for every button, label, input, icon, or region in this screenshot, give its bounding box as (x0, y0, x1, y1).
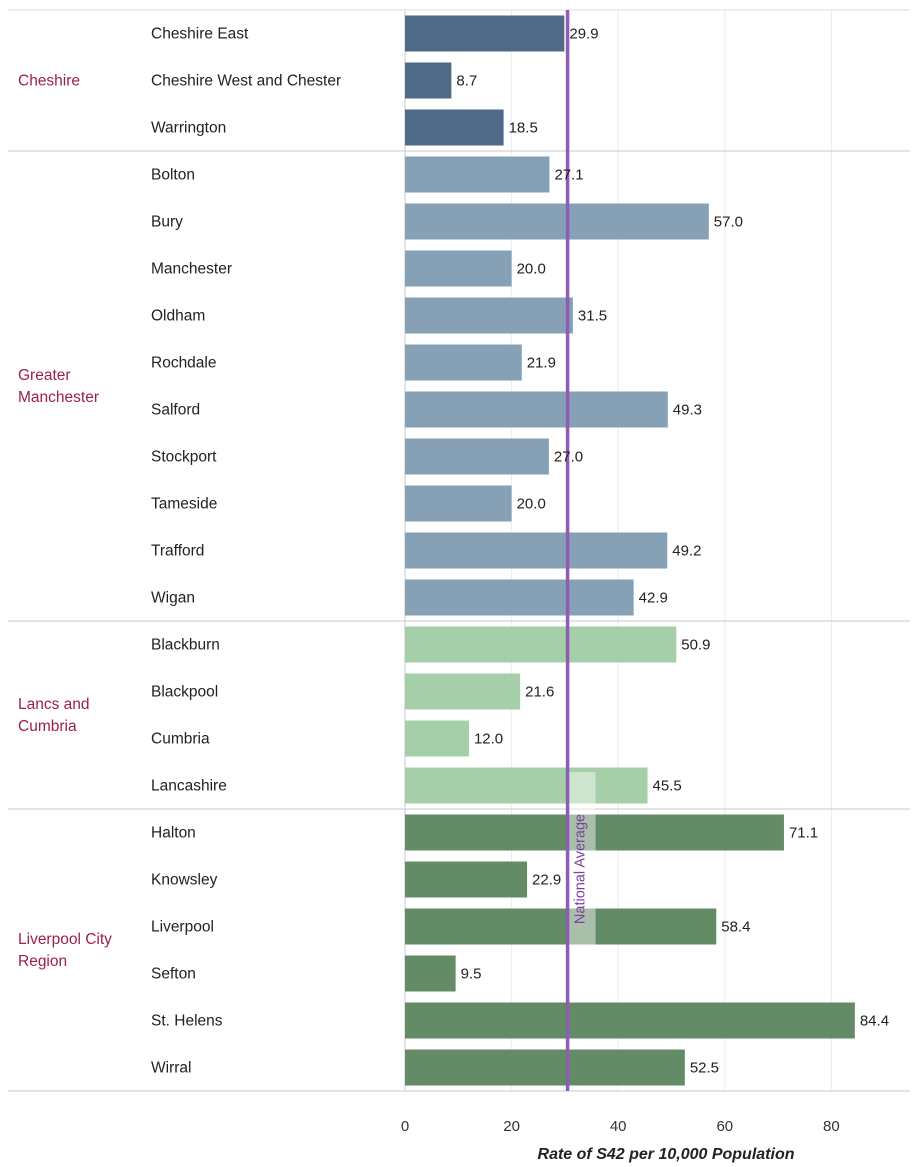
category-label-wirral: Wirral (151, 1060, 191, 1077)
value-label-cheshire-east: 29.9 (569, 26, 598, 43)
labels: Cheshire East 29.9 Cheshire West and Chest… (18, 26, 889, 1077)
category-label-knowsley: Knowsley (151, 872, 218, 889)
bar-halton (405, 814, 784, 851)
bar-cumbria (405, 720, 469, 757)
reference-line-group: National Average (565, 10, 596, 1091)
category-label-manchester: Manchester (151, 261, 232, 278)
category-label-tameside: Tameside (151, 496, 217, 513)
bar-tameside (405, 485, 512, 522)
category-label-liverpool: Liverpool (151, 919, 214, 936)
bar-blackpool (405, 673, 521, 710)
bar-stockport (405, 438, 549, 475)
reference-label-background (566, 772, 596, 966)
x-tick-label: 20 (503, 1118, 520, 1135)
value-label-bolton: 27.1 (554, 167, 583, 184)
value-label-manchester: 20.0 (517, 261, 546, 278)
value-label-cheshire-west-and-chester: 8.7 (456, 73, 477, 90)
x-axis: Rate of S42 per 10,000 Population 0 20 40 6… (401, 1118, 840, 1163)
x-tick-label: 40 (610, 1118, 627, 1135)
bar-cheshire-east (405, 15, 565, 52)
value-label-cumbria: 12.0 (474, 731, 503, 748)
region-label-cheshire: Cheshire (18, 73, 80, 90)
region-label-liverpool-city-region: Liverpool City Region (18, 931, 112, 970)
bar-rochdale (405, 344, 522, 381)
category-label-st-helens: St. Helens (151, 1013, 223, 1030)
bar-bury (405, 203, 709, 240)
bar-liverpool (405, 908, 717, 945)
group-separators (8, 9, 910, 1092)
category-label-cheshire-west-and-chester: Cheshire West and Chester (151, 73, 341, 90)
bar-cheshire-west-and-chester (405, 62, 452, 99)
category-label-stockport: Stockport (151, 449, 217, 466)
bar-sefton (405, 955, 456, 992)
category-label-lancashire: Lancashire (151, 778, 227, 795)
value-label-salford: 49.3 (673, 402, 702, 419)
category-label-cumbria: Cumbria (151, 731, 210, 748)
value-label-knowsley: 22.9 (532, 872, 561, 889)
x-tick-label: 0 (401, 1118, 409, 1135)
x-tick-label: 80 (823, 1118, 840, 1135)
bar-st-helens (405, 1002, 855, 1039)
bar-oldham (405, 297, 573, 334)
bar-warrington (405, 109, 504, 146)
value-label-sefton: 9.5 (461, 966, 482, 983)
category-label-warrington: Warrington (151, 120, 226, 137)
category-label-oldham: Oldham (151, 308, 205, 325)
category-label-sefton: Sefton (151, 966, 196, 983)
bar-blackburn (405, 626, 677, 663)
value-label-blackpool: 21.6 (525, 684, 554, 701)
category-label-trafford: Trafford (151, 543, 204, 560)
value-label-halton: 71.1 (789, 825, 818, 842)
bar-salford (405, 391, 668, 428)
x-tick-label: 60 (716, 1118, 733, 1135)
value-label-trafford: 49.2 (672, 543, 701, 560)
category-label-bolton: Bolton (151, 167, 195, 184)
category-label-blackpool: Blackpool (151, 684, 218, 701)
value-label-lancashire: 45.5 (653, 778, 682, 795)
bars (405, 15, 855, 1086)
reference-line-label: National Average (573, 814, 589, 924)
bar-wigan (405, 579, 634, 616)
category-label-rochdale: Rochdale (151, 355, 217, 372)
bar-lancashire (405, 767, 648, 804)
value-label-stockport: 27.0 (554, 449, 583, 466)
value-label-oldham: 31.5 (578, 308, 607, 325)
bar-bolton (405, 156, 550, 193)
value-label-rochdale: 21.9 (527, 355, 556, 372)
value-label-blackburn: 50.9 (681, 637, 710, 654)
value-label-tameside: 20.0 (517, 496, 546, 513)
region-label-greater-manchester: Greater Manchester (18, 367, 99, 406)
bar-manchester (405, 250, 512, 287)
category-label-salford: Salford (151, 402, 200, 419)
category-label-halton: Halton (151, 825, 196, 842)
value-label-bury: 57.0 (714, 214, 743, 231)
value-label-wirral: 52.5 (690, 1060, 719, 1077)
value-label-liverpool: 58.4 (721, 919, 750, 936)
category-label-wigan: Wigan (151, 590, 195, 607)
region-label-lancs-and-cumbria: Lancs and Cumbria (18, 696, 90, 735)
x-axis-title: Rate of S42 per 10,000 Population (538, 1146, 795, 1163)
category-label-cheshire-east: Cheshire East (151, 26, 249, 43)
category-label-bury: Bury (151, 214, 183, 231)
value-label-st-helens: 84.4 (860, 1013, 889, 1030)
bar-knowsley (405, 861, 528, 898)
category-label-blackburn: Blackburn (151, 637, 220, 654)
value-label-warrington: 18.5 (509, 120, 538, 137)
value-label-wigan: 42.9 (639, 590, 668, 607)
bar-trafford (405, 532, 668, 569)
bar-wirral (405, 1049, 685, 1086)
